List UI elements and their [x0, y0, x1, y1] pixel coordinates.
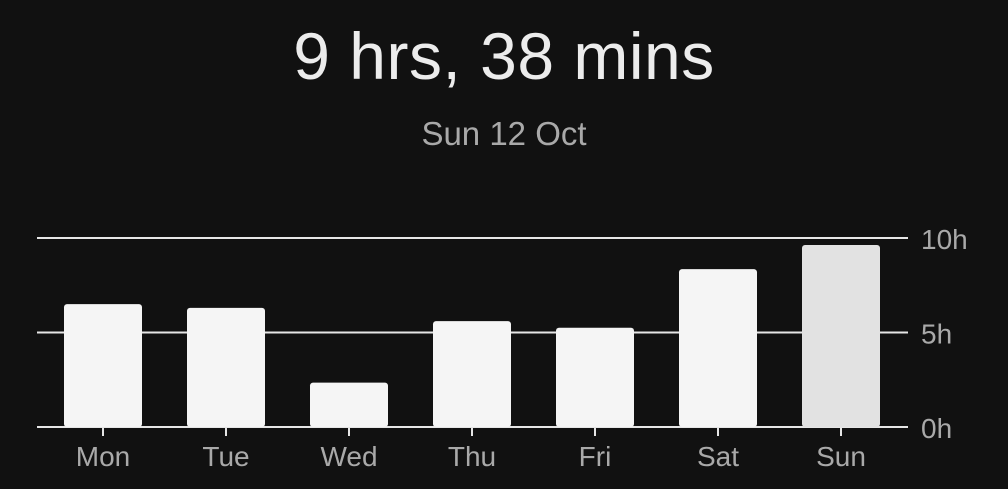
x-tick-label-fri: Fri [579, 441, 612, 472]
bar-mon[interactable] [64, 304, 142, 427]
y-tick-label-0h: 0h [921, 413, 952, 444]
bar-fri[interactable] [556, 327, 634, 427]
x-tick-label-sat: Sat [697, 441, 739, 472]
bar-thu[interactable] [433, 321, 511, 427]
total-duration: 9 hrs, 38 mins [293, 19, 715, 93]
x-tick-label-wed: Wed [320, 441, 377, 472]
bar-sat[interactable] [679, 269, 757, 427]
x-tick-label-sun: Sun [816, 441, 866, 472]
bar-wed[interactable] [310, 382, 388, 427]
bar-sun[interactable] [802, 244, 880, 427]
y-tick-label-10h: 10h [921, 224, 968, 255]
x-tick-label-mon: Mon [76, 441, 130, 472]
x-tick-label-thu: Thu [448, 441, 496, 472]
x-tick-label-tue: Tue [202, 441, 249, 472]
y-tick-label-5h: 5h [921, 319, 952, 350]
bar-tue[interactable] [187, 307, 265, 427]
selected-date: Sun 12 Oct [421, 115, 587, 152]
